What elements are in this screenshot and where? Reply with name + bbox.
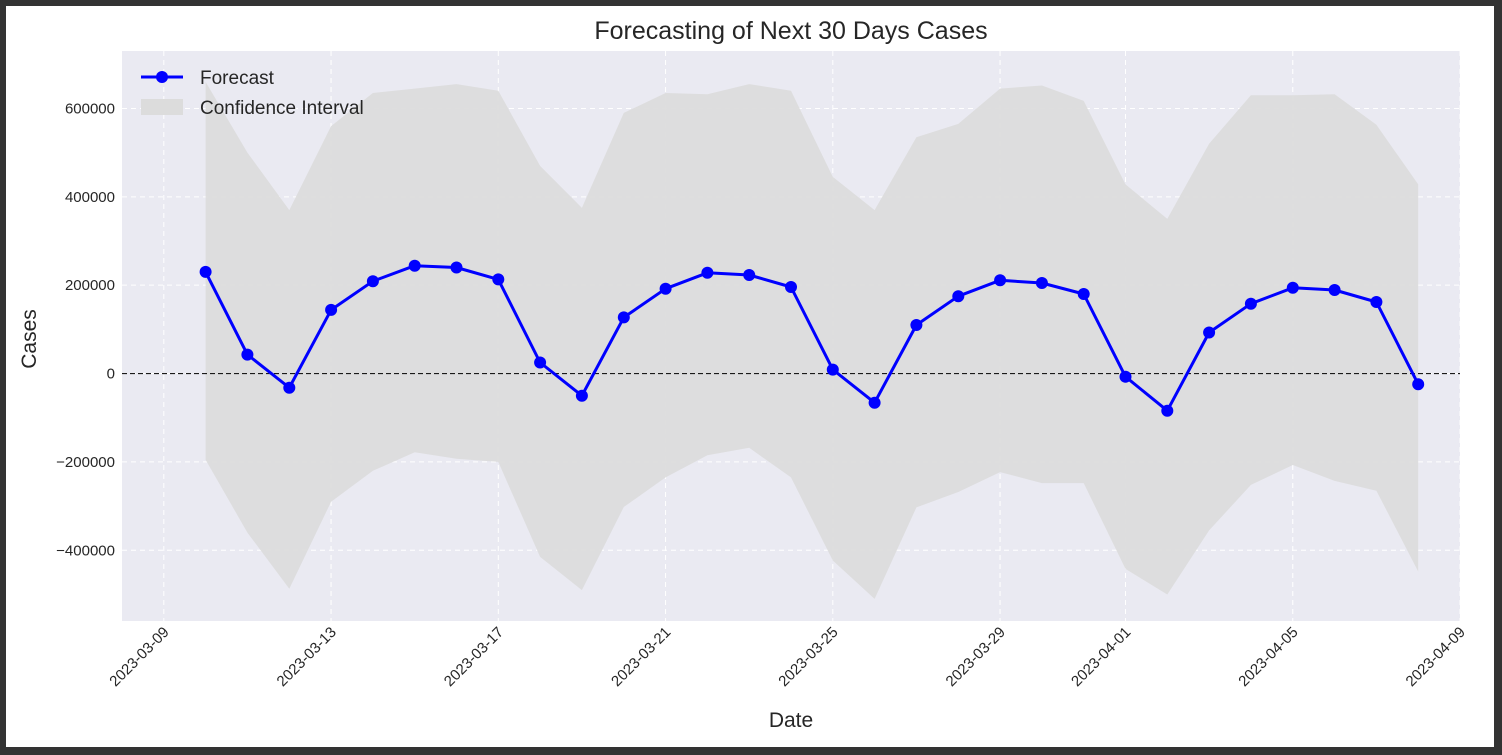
forecast-point bbox=[199, 265, 212, 278]
confidence-interval-band bbox=[205, 81, 1419, 599]
forecast-point bbox=[743, 269, 756, 281]
x-axis-label: Date bbox=[769, 709, 813, 732]
x-tick-label: 2023-03-21 bbox=[608, 624, 674, 690]
forecast-point bbox=[994, 274, 1007, 287]
forecast-points bbox=[199, 259, 1425, 417]
forecast-point bbox=[1244, 297, 1257, 310]
forecast-point bbox=[785, 281, 797, 293]
y-tick-label: 200000 bbox=[65, 277, 115, 294]
forecast-line bbox=[204, 264, 1420, 413]
legend-ci-swatch bbox=[141, 99, 183, 115]
y-tick-label: −200000 bbox=[56, 454, 115, 471]
x-axis-ticks: 2023-03-09 2023-03-13 2023-03-17 2023-03-21… bbox=[106, 624, 1468, 690]
forecast-point bbox=[283, 381, 296, 394]
legend-ci-label: Confidence Interval bbox=[200, 98, 364, 119]
y-tick-label: 600000 bbox=[65, 100, 115, 117]
forecast-point bbox=[1119, 370, 1132, 383]
x-tick-label: 2023-03-13 bbox=[274, 624, 340, 690]
y-axis-ticks: 600000 400000 200000 0 −200000 −400000 bbox=[56, 100, 115, 559]
forecast-point bbox=[952, 290, 965, 303]
x-tick-label: 2023-03-17 bbox=[441, 624, 507, 690]
forecast-point bbox=[366, 275, 379, 288]
x-tick-label: 2023-03-09 bbox=[106, 624, 172, 690]
chart-frame: Forecasting of Next 30 Days Cases 600000… bbox=[6, 6, 1494, 747]
forecast-point bbox=[1370, 296, 1383, 308]
x-tick-label: 2023-03-29 bbox=[943, 624, 1009, 690]
forecast-point bbox=[1077, 288, 1090, 300]
forecast-point bbox=[868, 396, 881, 409]
y-axis-label: Cases bbox=[18, 309, 41, 369]
forecast-point bbox=[492, 273, 505, 286]
y-tick-label: −400000 bbox=[56, 542, 115, 559]
x-tick-label: 2023-03-25 bbox=[775, 624, 841, 690]
forecast-point bbox=[1203, 326, 1216, 339]
forecast-point bbox=[408, 259, 421, 272]
forecast-point bbox=[826, 363, 839, 376]
forecast-point bbox=[575, 389, 588, 402]
forecast-point bbox=[1328, 284, 1341, 296]
forecast-point bbox=[450, 261, 463, 274]
chart-title: Forecasting of Next 30 Days Cases bbox=[594, 17, 987, 45]
y-tick-label: 400000 bbox=[65, 189, 115, 206]
legend-forecast-label: Forecast bbox=[200, 68, 275, 89]
forecast-point bbox=[241, 348, 254, 361]
forecast-point bbox=[1412, 378, 1425, 391]
legend-forecast-marker bbox=[156, 71, 168, 83]
y-tick-label: 0 bbox=[107, 366, 115, 383]
forecast-point bbox=[701, 266, 714, 279]
forecast-point bbox=[1035, 277, 1048, 289]
forecast-point bbox=[617, 311, 630, 324]
forecast-chart: Forecasting of Next 30 Days Cases 600000… bbox=[18, 17, 1469, 732]
x-tick-label: 2023-04-01 bbox=[1068, 624, 1134, 690]
x-tick-label: 2023-04-05 bbox=[1235, 624, 1301, 690]
forecast-point bbox=[325, 303, 338, 316]
forecast-point bbox=[534, 356, 547, 369]
forecast-point bbox=[1286, 281, 1299, 294]
legend: Forecast Confidence Interval bbox=[141, 68, 364, 119]
forecast-point bbox=[1161, 404, 1174, 417]
forecast-point bbox=[659, 282, 672, 295]
x-tick-label: 2023-04-09 bbox=[1403, 624, 1469, 690]
forecast-point bbox=[910, 319, 923, 331]
